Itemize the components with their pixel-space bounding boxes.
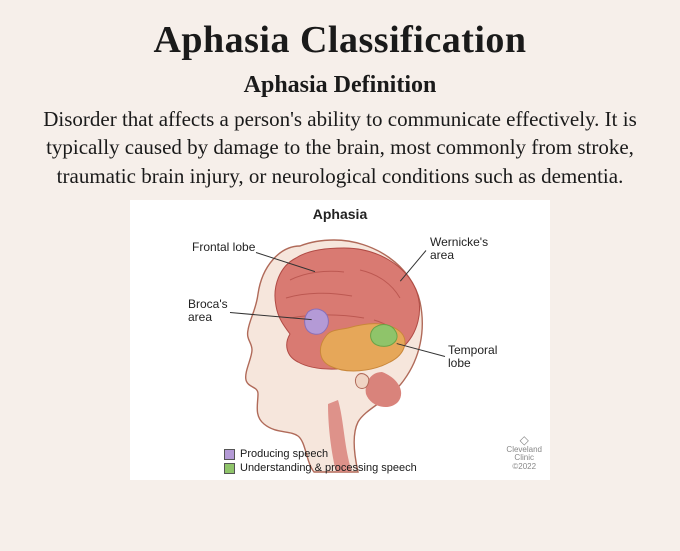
legend-item-understanding: Understanding & processing speech <box>224 462 417 474</box>
definition-heading: Aphasia Definition <box>12 72 668 99</box>
legend-label: Producing speech <box>240 448 328 460</box>
legend-swatch-purple <box>224 449 235 460</box>
page: Aphasia Classification Aphasia Definitio… <box>0 0 680 551</box>
label-temporal-lobe: Temporal lobe <box>448 344 497 370</box>
brain-diagram: Aphasia <box>130 200 550 480</box>
diagram-container: Aphasia <box>12 200 668 480</box>
definition-text: Disorder that affects a person's ability… <box>12 105 668 190</box>
legend-swatch-green <box>224 463 235 474</box>
broca-area-region <box>305 309 329 334</box>
label-wernicke-area: Wernicke's area <box>430 236 488 262</box>
image-credit: ◇ Cleveland Clinic ©2022 <box>506 434 542 472</box>
credit-org: Cleveland Clinic <box>506 446 542 464</box>
label-broca-area: Broca's area <box>188 298 228 324</box>
credit-logo-icon: ◇ <box>506 434 542 446</box>
wernicke-area-region <box>371 325 397 347</box>
legend-label: Understanding & processing speech <box>240 462 417 474</box>
diagram-legend: Producing speech Understanding & process… <box>224 446 417 474</box>
label-frontal-lobe: Frontal lobe <box>192 241 255 254</box>
page-title: Aphasia Classification <box>12 18 668 62</box>
legend-item-producing: Producing speech <box>224 448 417 460</box>
credit-year: ©2022 <box>506 463 542 472</box>
ear <box>355 374 368 389</box>
